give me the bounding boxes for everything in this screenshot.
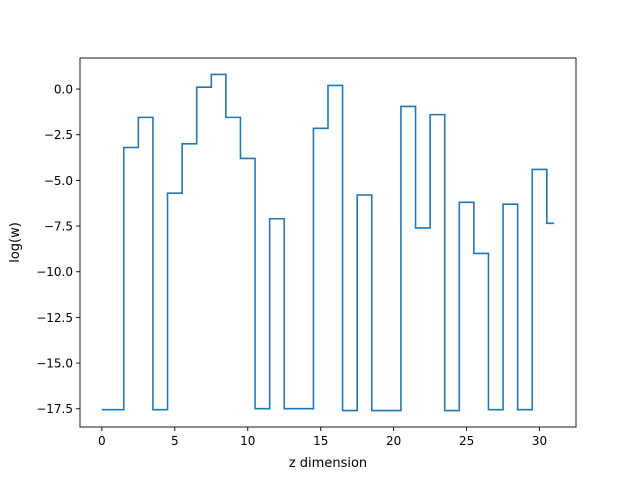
plot-area [101,73,555,412]
x-tick-label: 30 [532,434,547,448]
x-tick-label: 25 [459,434,474,448]
y-tick-label: 0.0 [54,83,73,97]
y-axis-label: log(w) [8,222,23,263]
x-tick-label: 10 [240,434,255,448]
x-axis-ticks: 0 5 10 15 20 25 30 [98,427,547,448]
y-tick-label: −17.5 [36,402,73,416]
y-tick-label: −10.0 [36,265,73,279]
series-line-0 [101,73,555,412]
axes-frame [79,57,577,428]
x-tick-label: 20 [386,434,401,448]
y-tick-label: −7.5 [44,220,73,234]
y-tick-label: −12.5 [36,311,73,325]
x-axis-label: z dimension [289,456,367,471]
y-tick-label: −5.0 [44,174,73,188]
x-tick-label: 5 [171,434,179,448]
y-tick-label: −15.0 [36,357,73,371]
y-axis-ticks: 0.0 −2.5 −5.0 −7.5 −10.0 −12.5 −15.0 −17.5 [36,83,80,416]
x-tick-label: 15 [313,434,328,448]
y-tick-label: −2.5 [44,128,73,142]
x-tick-label: 0 [98,434,106,448]
